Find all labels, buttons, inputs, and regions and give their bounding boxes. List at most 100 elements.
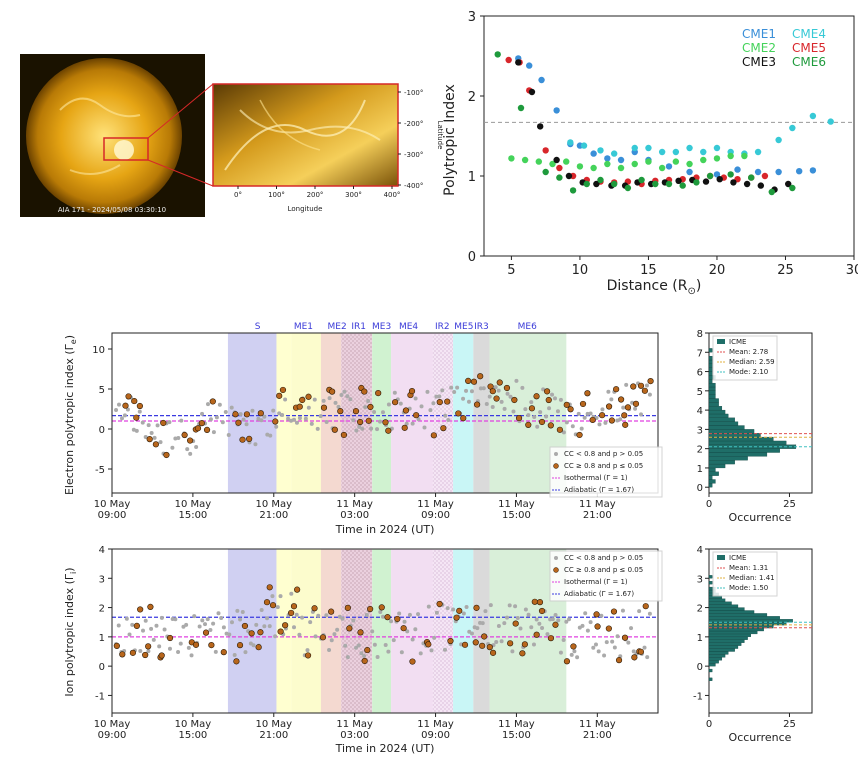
region-ir2-hatch [432, 333, 454, 493]
point-high-cc [472, 639, 479, 646]
xtick-time: 03:00 [340, 730, 369, 741]
hist-bar [708, 417, 735, 422]
point-low-cc [508, 394, 513, 399]
point-low-cc [309, 421, 314, 426]
point-low-cc [188, 451, 193, 456]
point-high-cc [477, 373, 484, 380]
point-low-cc [127, 632, 132, 637]
point-high-cc [382, 419, 389, 426]
hist-bar [708, 654, 726, 658]
point-low-cc [575, 655, 580, 660]
point-high-cc [346, 625, 353, 632]
point-high-cc [503, 384, 511, 392]
point-high-cc [319, 634, 327, 641]
point-high-cc [136, 402, 143, 410]
point-high-cc [385, 427, 392, 434]
hist-ytick-label: 1 [697, 633, 703, 644]
sun-inset-panel: 0° 100° 200° 300° 400° -100°-200°-300°-400° … [212, 83, 444, 213]
point-low-cc [469, 631, 474, 636]
region-me3 [372, 549, 392, 713]
inset-xtick-label: 100° [268, 191, 285, 199]
point-high-cc [528, 405, 536, 412]
cme-point-cme2 [576, 163, 584, 170]
point-high-cc [521, 641, 528, 648]
ytick-label: 0 [99, 662, 105, 673]
point-low-cc [244, 422, 249, 427]
point-low-cc [122, 413, 127, 418]
point-low-cc [490, 405, 495, 410]
inset-y-ticks: -100° -200° -300° -400° [398, 89, 423, 190]
inset-ytick-label: -300° [404, 151, 423, 159]
point-low-cc [354, 645, 359, 650]
point-low-cc [178, 641, 183, 646]
point-low-cc [449, 385, 454, 390]
ion-ylabel: Ion polytropic index (Γi) [63, 567, 78, 696]
point-low-cc [389, 619, 394, 624]
inset-xtick-label: 0° [234, 191, 242, 199]
point-low-cc [130, 622, 135, 627]
point-low-cc [375, 427, 380, 432]
point-low-cc [292, 625, 296, 630]
point-low-cc [618, 417, 623, 422]
point-low-cc [241, 417, 246, 422]
point-low-cc [555, 409, 560, 414]
cme-point-cme6 [727, 171, 734, 178]
legend-box [549, 550, 663, 602]
point-high-cc [129, 649, 136, 656]
cme-point-cme6 [789, 184, 796, 192]
legend-box [549, 446, 663, 498]
point-low-cc [523, 407, 528, 412]
cme-point-cme1 [553, 107, 560, 114]
sun-loop-1 [59, 97, 141, 118]
point-low-cc [366, 399, 371, 404]
cme-xtick-label: 25 [777, 263, 794, 278]
point-low-cc [273, 634, 278, 639]
region-me5 [453, 549, 474, 713]
point-low-cc [425, 389, 430, 394]
hist-bar [708, 463, 726, 469]
point-low-cc [526, 612, 531, 617]
point-low-cc [149, 626, 154, 631]
point-low-cc [540, 626, 545, 631]
point-high-cc [233, 658, 240, 665]
point-low-cc [386, 649, 391, 654]
point-high-cc [394, 615, 401, 623]
cme-point-cme1 [809, 167, 817, 174]
point-low-cc [372, 409, 377, 414]
cme-point-cme6 [517, 104, 525, 112]
cme-point-cme6 [583, 180, 590, 188]
point-high-cc [125, 393, 132, 400]
point-low-cc [455, 385, 460, 390]
point-low-cc [167, 646, 172, 651]
cme-point-cme4 [713, 144, 721, 152]
cme-point-cme2 [549, 160, 556, 168]
ion-legend: CC < 0.8 and p > 0.05 CC ≥ 0.8 and p ≤ 0.… [549, 550, 663, 602]
cme-point-cme1 [665, 163, 673, 170]
point-low-cc [216, 611, 221, 616]
cme-point-cme4 [754, 148, 762, 156]
hist-ytick-label: 2 [697, 604, 703, 615]
point-low-cc [274, 424, 279, 429]
point-low-cc [259, 418, 264, 423]
cme-point-cme4 [809, 112, 817, 120]
point-low-cc [582, 415, 587, 420]
point-high-cc [208, 642, 215, 649]
point-low-cc [359, 651, 364, 656]
point-low-cc [610, 639, 615, 644]
point-high-cc [621, 634, 629, 641]
cme-point-cme2 [700, 156, 707, 164]
point-low-cc [356, 643, 361, 648]
region-ir3 [473, 333, 490, 493]
point-high-cc [444, 398, 451, 405]
point-high-cc [282, 622, 289, 629]
hist-bar [708, 460, 735, 465]
point-low-cc [434, 610, 439, 615]
point-low-cc [564, 619, 569, 624]
hist-ytick-label: 2 [697, 445, 703, 456]
cme-point-cme3 [565, 172, 573, 180]
point-low-cc [357, 424, 362, 429]
point-high-cc [567, 406, 574, 413]
point-high-cc [294, 586, 301, 593]
